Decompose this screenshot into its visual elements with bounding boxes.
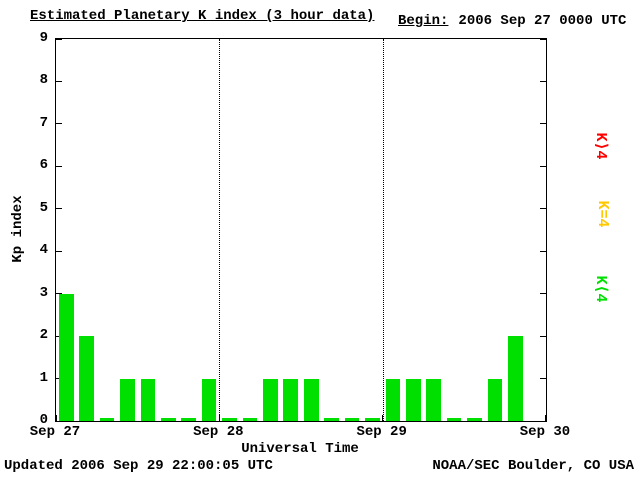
updated-timestamp: Updated 2006 Sep 29 22:00:05 UTC bbox=[4, 458, 273, 474]
kp-bar bbox=[426, 378, 442, 421]
begin-timestamp: Begin: 2006 Sep 27 0000 UTC bbox=[398, 13, 626, 29]
kp-bar bbox=[446, 418, 462, 421]
kp-bar bbox=[487, 378, 503, 421]
y-axis-tick bbox=[56, 420, 62, 422]
kp-bar bbox=[99, 418, 115, 421]
y-axis-tick bbox=[56, 208, 62, 210]
x-tick-label: Sep 27 bbox=[29, 424, 81, 440]
day-boundary-gridline bbox=[219, 39, 220, 421]
y-tick-label: 2 bbox=[39, 327, 48, 344]
kp-bar bbox=[79, 336, 94, 421]
y-axis-tick bbox=[56, 80, 62, 82]
y-tick-label: 0 bbox=[39, 412, 48, 428]
x-tick-label: Sep 30 bbox=[519, 424, 571, 440]
legend-item-k-above-4: K⟩4 bbox=[592, 132, 609, 160]
begin-label: Begin: bbox=[398, 13, 449, 29]
y-axis-tick bbox=[540, 420, 546, 422]
kp-bar bbox=[365, 418, 380, 421]
y-axis-tick bbox=[56, 39, 62, 40]
y-axis-title: Kp index bbox=[10, 195, 26, 263]
kp-bar bbox=[303, 378, 319, 421]
x-tick-label: Sep 29 bbox=[356, 424, 407, 440]
kp-bar bbox=[324, 418, 339, 421]
y-axis-tick bbox=[540, 378, 546, 380]
kp-bar bbox=[222, 418, 237, 421]
y-axis-tick bbox=[540, 208, 546, 210]
kp-bar bbox=[405, 378, 421, 421]
y-tick-label: 4 bbox=[39, 242, 48, 259]
credit-text: NOAA/SEC Boulder, CO USA bbox=[432, 458, 634, 474]
kp-bar bbox=[263, 378, 278, 421]
y-axis-tick bbox=[56, 165, 62, 167]
kp-bar bbox=[467, 418, 482, 421]
y-tick-label: 9 bbox=[39, 30, 48, 46]
y-axis-tick bbox=[56, 250, 62, 252]
y-axis-tick bbox=[540, 250, 546, 252]
x-tick-label: Sep 28 bbox=[193, 424, 244, 440]
legend-item-k-below-4: K⟨4 bbox=[592, 275, 609, 303]
kp-bar bbox=[242, 418, 258, 421]
chart-title: Estimated Planetary K index (3 hour data… bbox=[30, 8, 375, 24]
y-axis-tick bbox=[56, 293, 62, 295]
y-axis-tick bbox=[540, 165, 546, 167]
y-tick-label: 6 bbox=[39, 157, 48, 174]
kp-bar bbox=[201, 378, 217, 421]
plot-area bbox=[55, 38, 547, 422]
y-axis-tick bbox=[540, 335, 546, 337]
y-axis-tick bbox=[540, 293, 546, 295]
kp-bar bbox=[181, 418, 197, 421]
x-axis-tick bbox=[218, 415, 220, 421]
begin-value: 2006 Sep 27 0000 UTC bbox=[458, 13, 627, 29]
kp-bar bbox=[283, 378, 299, 421]
y-axis-tick bbox=[540, 39, 546, 40]
x-axis-tick bbox=[545, 415, 546, 421]
legend-item-k-equal-4: K=4 bbox=[594, 200, 611, 228]
y-tick-label: 5 bbox=[39, 199, 48, 216]
kp-bar bbox=[58, 293, 74, 421]
y-axis-tick bbox=[56, 123, 62, 125]
y-tick-label: 1 bbox=[39, 369, 48, 386]
y-tick-label: 7 bbox=[39, 114, 48, 131]
kp-bar bbox=[385, 378, 401, 421]
y-axis-tick bbox=[540, 80, 546, 82]
y-tick-label: 8 bbox=[39, 72, 48, 89]
x-axis-tick bbox=[382, 415, 384, 421]
kp-bar bbox=[344, 418, 360, 421]
kp-bar bbox=[140, 378, 156, 421]
kp-bar bbox=[120, 378, 135, 421]
day-boundary-gridline bbox=[383, 39, 384, 421]
y-tick-label: 3 bbox=[39, 284, 48, 301]
kp-bar bbox=[160, 418, 176, 421]
x-axis-tick bbox=[56, 415, 57, 421]
y-axis-tick bbox=[540, 123, 546, 125]
kp-bar bbox=[508, 336, 523, 421]
x-axis-title: Universal Time bbox=[241, 441, 359, 457]
